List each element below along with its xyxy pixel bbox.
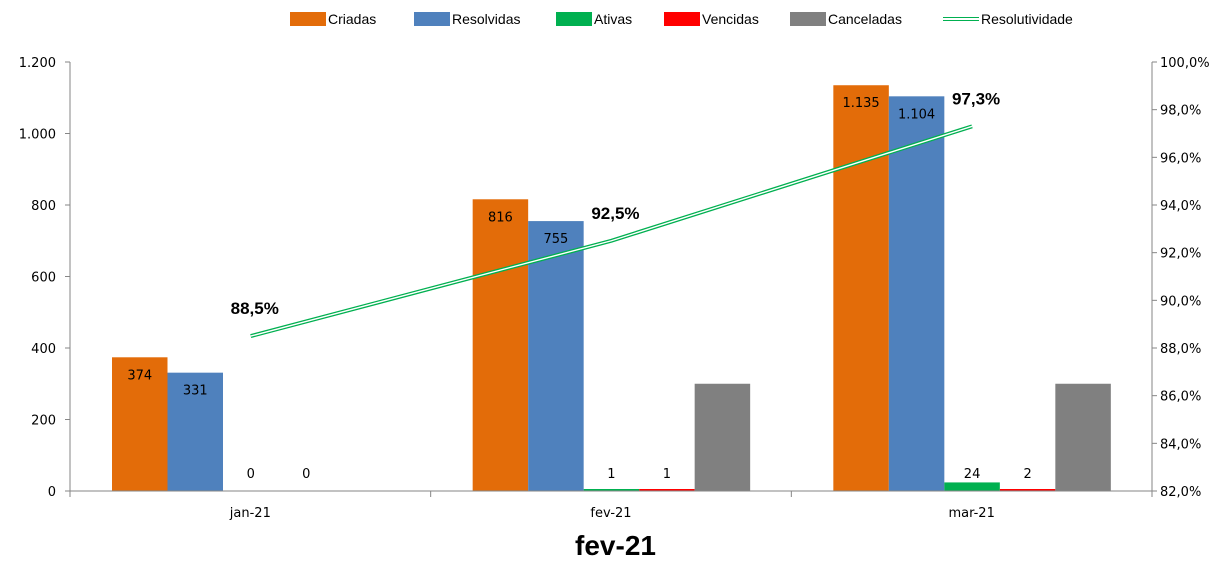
y-axis-tick-label: 200 <box>31 414 56 429</box>
legend-item-criadas: Criadas <box>290 8 376 30</box>
bar-canceladas <box>1055 383 1111 491</box>
legend-label-ativas: Ativas <box>594 11 633 27</box>
y2-axis-tick-label: 100,0% <box>1160 56 1210 71</box>
bar-criadas <box>112 357 168 491</box>
legend-label-resolvidas: Resolvidas <box>452 11 521 27</box>
bar-value-label-vencidas: 1 <box>663 467 671 482</box>
bar-vencidas <box>999 489 1056 491</box>
bar-value-label-vencidas: 0 <box>302 467 310 482</box>
bar-value-label-ativas: 24 <box>964 467 981 482</box>
y2-axis-tick-label: 98,0% <box>1160 104 1201 119</box>
y2-axis-tick-label: 88,0% <box>1160 342 1201 357</box>
legend-swatch-ativas <box>556 12 592 26</box>
y2-axis-tick-label: 94,0% <box>1160 199 1201 214</box>
y-axis-tick-label: 1.200 <box>19 56 56 71</box>
bar-ativas <box>944 482 1000 491</box>
y2-axis-tick-label: 84,0% <box>1160 437 1201 452</box>
bar-criadas <box>472 199 529 491</box>
legend-swatch-criadas <box>290 12 326 26</box>
bar-resolvidas <box>888 96 945 491</box>
legend-label-criadas: Criadas <box>328 11 377 27</box>
y2-axis-tick-label: 86,0% <box>1160 390 1201 405</box>
y2-axis-tick-label: 92,0% <box>1160 247 1201 262</box>
y-axis-tick-label: 800 <box>31 199 56 214</box>
y-axis-tick-label: 600 <box>31 271 56 286</box>
y2-axis-tick-label: 90,0% <box>1160 294 1201 309</box>
bar-value-label-vencidas: 2 <box>1023 467 1031 482</box>
legend-label-resolutividade: Resolutividade <box>981 11 1073 27</box>
legend-item-canceladas: Canceladas <box>790 8 902 30</box>
line-layer <box>250 124 973 339</box>
resolutividade-value-label: 88,5% <box>231 299 279 318</box>
legend-swatch-vencidas <box>664 12 700 26</box>
bar-resolvidas <box>528 221 584 491</box>
resolutividade-value-label: 92,5% <box>591 204 639 223</box>
axes-layer: 02004006008001.0001.20082,0%84,0%86,0%88… <box>19 56 1210 500</box>
bar-canceladas <box>694 383 751 491</box>
resolutividade-line-inner <box>250 125 973 337</box>
x-axis-category-label: jan-21 <box>229 506 271 521</box>
bar-value-label-criadas: 374 <box>127 368 152 383</box>
y-axis-tick-label: 0 <box>48 485 56 500</box>
bar-value-label-criadas: 816 <box>488 210 513 225</box>
bar-value-label-resolvidas: 331 <box>183 384 208 399</box>
bar-value-label-ativas: 0 <box>247 467 255 482</box>
legend-label-canceladas: Canceladas <box>828 11 902 27</box>
chart-legend: Criadas Resolvidas Ativas Vencidas Cance… <box>0 8 1231 30</box>
y2-axis-tick-label: 82,0% <box>1160 485 1201 500</box>
legend-item-ativas: Ativas <box>556 8 632 30</box>
y-axis-tick-label: 400 <box>31 342 56 357</box>
bar-value-label-ativas: 1 <box>607 467 615 482</box>
legend-item-resolutividade: Resolutividade <box>943 8 1073 30</box>
x-axis-category-label: fev-21 <box>590 506 631 521</box>
legend-item-vencidas: Vencidas <box>664 8 759 30</box>
legend-swatch-resolutividade <box>943 12 979 26</box>
bar-resolvidas <box>167 372 223 491</box>
legend-item-resolvidas: Resolvidas <box>414 8 520 30</box>
legend-swatch-canceladas <box>790 12 826 26</box>
legend-label-vencidas: Vencidas <box>702 11 759 27</box>
bar-criadas <box>833 85 889 492</box>
legend-swatch-resolvidas <box>414 12 450 26</box>
bar-value-label-resolvidas: 755 <box>544 232 569 247</box>
bar-value-label-criadas: 1.135 <box>842 96 879 111</box>
bars-layer <box>112 85 1111 492</box>
y2-axis-tick-label: 96,0% <box>1160 151 1201 166</box>
resolutividade-value-label: 97,3% <box>952 89 1000 108</box>
y-axis-tick-label: 1.000 <box>19 128 56 143</box>
bar-ativas <box>583 489 640 491</box>
bar-value-label-resolvidas: 1.104 <box>898 107 935 122</box>
chart-title: fev-21 <box>575 530 656 561</box>
bar-vencidas <box>639 489 695 491</box>
labels-layer: jan-21 fev-21 mar-21 374 816 1.135 331 755 1.104… <box>127 89 1031 521</box>
x-axis-category-label: mar-21 <box>948 506 994 521</box>
